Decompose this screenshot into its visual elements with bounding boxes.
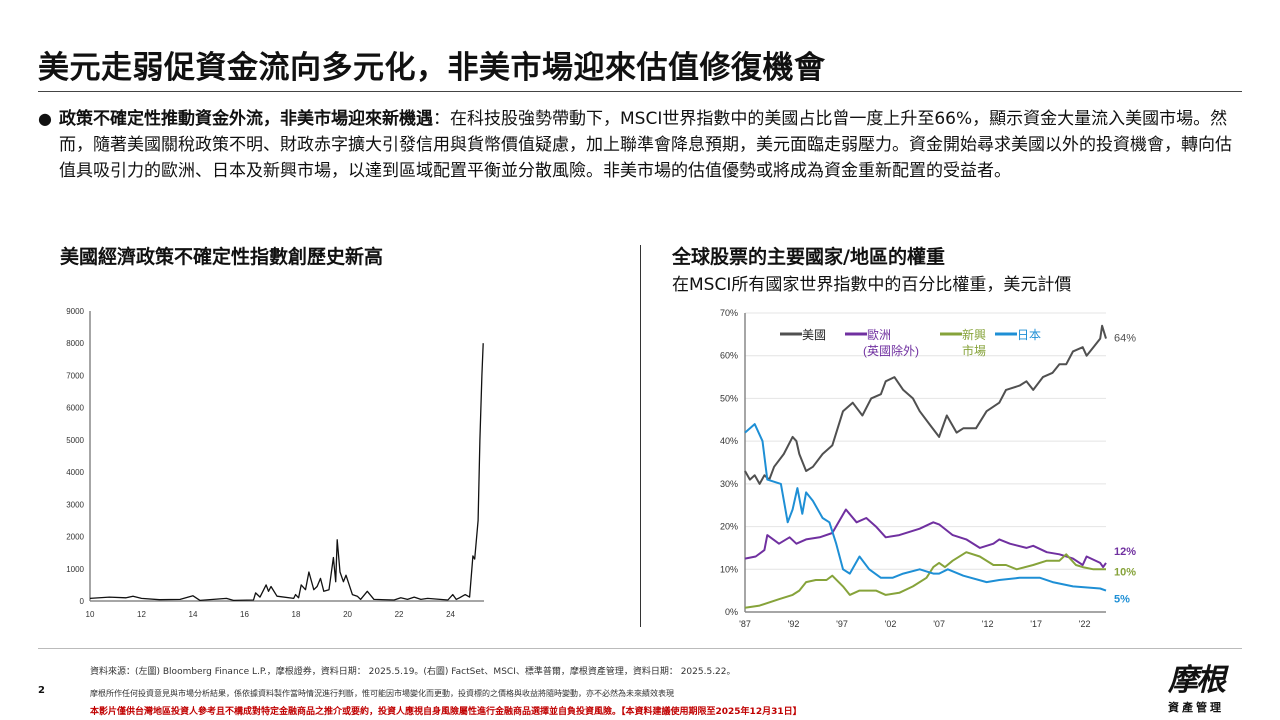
- y-tick-label: 5000: [66, 436, 84, 445]
- disclaimer: 摩根所作任何投資意見與市場分析結果，係依據資料製作當時情況進行判斷，惟可能因市場…: [90, 689, 674, 698]
- x-tick-label: '12: [982, 619, 994, 629]
- y-tick-label: 40%: [720, 436, 738, 446]
- x-tick-label: '92: [788, 619, 800, 629]
- page-number: 2: [38, 685, 45, 696]
- legend-label: 日本: [1017, 328, 1041, 342]
- x-tick-label: 20: [343, 610, 352, 619]
- right-chart-heading: 全球股票的主要國家/地區的權重: [672, 246, 945, 268]
- end-label: 12%: [1114, 546, 1136, 558]
- vertical-divider: [640, 245, 641, 627]
- y-tick-label: 10%: [720, 564, 738, 574]
- x-tick-label: 24: [446, 610, 455, 619]
- end-label: 64%: [1114, 333, 1136, 345]
- y-tick-label: 7000: [66, 371, 84, 380]
- jpmorgan-logo: 摩根 資產管理: [1160, 655, 1232, 715]
- end-label: 5%: [1114, 594, 1130, 606]
- series-line: [89, 343, 484, 602]
- left-chart-heading: 美國經濟政策不確定性指數創歷史新高: [60, 246, 384, 268]
- x-tick-label: '02: [885, 619, 897, 629]
- risk-warning: 本影片僅供台灣地區投資人參考且不構成對特定金融商品之推介或要約，投資人應視自身風…: [90, 707, 802, 717]
- series-line-日本: [744, 423, 1107, 592]
- title-divider: [38, 91, 1242, 92]
- x-tick-label: 12: [137, 610, 146, 619]
- y-tick-label: 70%: [720, 308, 738, 318]
- logo-subtitle: 資產管理: [1168, 701, 1224, 714]
- series-line-新興: [744, 551, 1106, 609]
- logo-mark: 摩根: [1168, 663, 1226, 698]
- legend-label-line2: (英國除外): [863, 343, 919, 358]
- y-tick-label: 50%: [720, 393, 738, 403]
- source-note: 資料來源：(左圖) Bloomberg Finance L.P.，摩根證券，資料…: [90, 667, 736, 677]
- page-title: 美元走弱促資金流向多元化，非美市場迎來估值修復機會: [38, 50, 826, 86]
- bullet-icon: ●: [38, 109, 52, 128]
- x-tick-label: '22: [1079, 619, 1091, 629]
- y-tick-label: 2000: [66, 533, 84, 542]
- legend-label: 美國: [802, 328, 826, 342]
- x-tick-label: 16: [240, 610, 249, 619]
- x-tick-label: '17: [1030, 619, 1042, 629]
- bullet-paragraph: ● 政策不確定性推動資金外流，非美市場迎來新機遇：在科技股強勢帶動下，MSCI世…: [38, 106, 1243, 184]
- legend-label: 歐洲: [867, 327, 891, 342]
- x-tick-label: 10: [86, 610, 95, 619]
- policy-uncertainty-chart: 0 1000 2000 3000 4000 5000 6000 7000 8000 9000 10 1…: [66, 307, 484, 619]
- y-tick-label: 3000: [66, 500, 84, 509]
- end-label: 10%: [1114, 566, 1136, 578]
- x-tick-label: 22: [395, 610, 404, 619]
- x-tick-label: 18: [292, 610, 301, 619]
- series-line-美國: [744, 324, 1107, 485]
- bullet-text: ：在科技股強勢帶動下，MSCI世界指數中的美國占比曾一度上升至66%，顯示資金大…: [59, 109, 1232, 181]
- y-tick-label: 30%: [720, 479, 738, 489]
- series-line-歐洲: [744, 508, 1107, 569]
- msci-weights-chart: 0% 10% 20% 30% 40% 50% 60% 70% '87 '92 '97 '02 '07 '1…: [720, 308, 1136, 629]
- x-tick-label: 14: [189, 610, 198, 619]
- y-tick-label: 4000: [66, 468, 84, 477]
- x-tick-label: '07: [933, 619, 945, 629]
- y-tick-label: 6000: [66, 404, 84, 413]
- right-chart-subtitle: 在MSCI所有國家世界指數中的百分比權重，美元計價: [672, 275, 1072, 295]
- x-tick-label: '97: [836, 619, 848, 629]
- y-tick-label: 0: [80, 597, 85, 606]
- y-tick-label: 8000: [66, 339, 84, 348]
- y-tick-label: 0%: [725, 607, 738, 617]
- y-tick-label: 20%: [720, 522, 738, 532]
- y-tick-label: 60%: [720, 351, 738, 361]
- bullet-heading: 政策不確定性推動資金外流，非美市場迎來新機遇: [59, 109, 433, 129]
- legend-label: 新興: [962, 327, 986, 342]
- x-tick-label: '87: [739, 619, 751, 629]
- footer-divider: [38, 648, 1242, 649]
- legend-label-line2: 市場: [962, 343, 986, 358]
- y-tick-label: 9000: [66, 307, 84, 316]
- y-tick-label: 1000: [66, 565, 84, 574]
